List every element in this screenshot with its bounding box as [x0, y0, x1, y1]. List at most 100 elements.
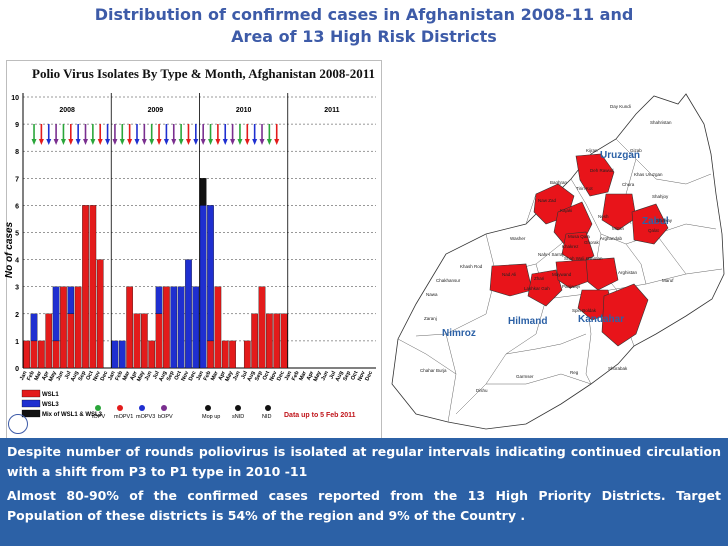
campaign-arrow-head: [230, 139, 236, 145]
bar: [38, 340, 45, 369]
campaign-arrow-head: [252, 139, 258, 145]
month-label: Jul: [64, 370, 73, 380]
slide-title-line1: Distribution of confirmed cases in Afgha…: [94, 5, 634, 24]
map-label-zabul: Zabul: [642, 216, 669, 227]
month-label: Sep: [166, 370, 176, 382]
district-label: Daman: [588, 256, 603, 261]
district-label: Arghistan: [618, 270, 638, 275]
bar: [258, 286, 266, 369]
month-label: Sep: [78, 370, 88, 382]
month-label: Oct: [350, 370, 359, 381]
slide-title-line2: Area of 13 High Risk Districts: [231, 27, 497, 46]
district-map: Uruzgan Zabul Kandahar Hilmand Nimroz Da…: [391, 93, 725, 430]
month-label: Nov: [269, 369, 279, 382]
bar: [30, 313, 38, 342]
district-highlight: [575, 153, 615, 197]
campaign-arrow-head: [134, 139, 140, 145]
month-label: Jan: [107, 370, 117, 382]
district-label: Mizan: [612, 226, 625, 231]
campaign-arrow-head: [53, 139, 59, 145]
district-label: Panjwayi: [562, 284, 580, 289]
campaign-arrow-head: [97, 139, 103, 145]
note-circulation: Despite number of rounds poliovirus is i…: [7, 444, 721, 479]
campaign-arrow-head: [75, 139, 81, 145]
month-label: Nov: [357, 369, 367, 382]
campaign-arrow-head: [68, 139, 74, 145]
month-label: Jan: [196, 370, 206, 382]
campaign-arrow-head: [171, 139, 177, 145]
month-label: Apr: [41, 370, 51, 382]
month-label: Mar: [210, 370, 220, 382]
bar: [126, 286, 133, 369]
month-label: Jan: [284, 370, 294, 382]
bar: [45, 313, 53, 369]
month-label: Sep: [254, 370, 264, 382]
campaign-arrow-head: [141, 139, 147, 145]
bar: [177, 286, 185, 369]
map-label-kandahar: Kandahar: [578, 314, 624, 325]
campaign-legend-label: mOPV1: [114, 414, 133, 420]
y-tick-label: 10: [11, 95, 19, 102]
bar: [251, 313, 258, 369]
bar: [207, 205, 214, 342]
month-label: Apr: [129, 370, 139, 382]
y-tick-label: 0: [15, 366, 19, 373]
bar: [214, 286, 222, 369]
district-labels: Day Kundi Shahristan Gizab Kijran Deh Rawud K…: [420, 104, 674, 393]
month-label: Mar: [122, 370, 132, 382]
month-label: Aug: [335, 370, 345, 382]
legend-swatch: [21, 389, 41, 398]
month-label: Mar: [34, 370, 44, 382]
bar: [199, 205, 207, 369]
campaign-arrow-head: [193, 139, 199, 145]
legend-marker: [161, 405, 167, 411]
district-label: Zhari: [534, 276, 544, 281]
bar: [155, 286, 163, 314]
bar: [207, 340, 214, 369]
month-label: Jul: [329, 370, 338, 380]
legend-marker: [265, 405, 271, 411]
legend-marker: [139, 405, 145, 411]
month-label: Aug: [247, 370, 257, 382]
district-label: Nawa: [426, 292, 438, 297]
polio-bar-chart: No of cases 0 1 2 3 4 5 6 7 8 9 10 2008 2009 2010 2011…: [4, 93, 376, 420]
bar: [148, 340, 156, 369]
slide-title: Distribution of confirmed cases in Afgha…: [0, 4, 728, 48]
legend-swatch: [21, 399, 41, 408]
month-label: Nov: [92, 369, 102, 382]
bar: [221, 340, 229, 369]
district-label: Shinkay: [656, 218, 673, 223]
legend-marker: [95, 405, 101, 411]
campaign-arrow-head: [259, 139, 265, 145]
campaign-arrow-head: [60, 139, 66, 145]
campaign-legend-label: bOPV: [158, 414, 173, 420]
bar: [111, 340, 119, 369]
bar: [229, 340, 236, 369]
district-label: Khash Rod: [460, 264, 483, 269]
district-label: Musa Qala: [568, 234, 590, 239]
bar: [23, 340, 31, 369]
district-label: Kajaki: [560, 208, 572, 213]
district-label: Qalat: [648, 228, 660, 233]
legend-label: Mix of WSL1 & WSL3: [42, 412, 103, 418]
y-tick-label: 7: [15, 176, 19, 183]
district-label: Arghandab: [600, 236, 623, 241]
bar: [133, 313, 141, 369]
campaign-legend-label: NID: [262, 414, 272, 420]
month-label: Jun: [320, 370, 330, 382]
campaign-arrow-head: [215, 139, 221, 145]
bar: [89, 205, 97, 369]
month-label: Oct: [262, 370, 271, 381]
y-tick-label: 2: [15, 312, 19, 319]
bar: [170, 286, 178, 369]
legend-marker: [117, 405, 123, 411]
month-label: Nov: [180, 369, 190, 382]
campaign-arrow-head: [38, 139, 44, 145]
campaign-arrow-head: [105, 139, 111, 145]
campaign-arrow-head: [266, 139, 272, 145]
year-label: 2010: [236, 107, 252, 114]
month-label: Dec: [276, 370, 286, 382]
district-label: Shahristan: [650, 120, 672, 125]
campaign-arrow-head: [163, 139, 169, 145]
district-label: Kijran: [586, 148, 598, 153]
